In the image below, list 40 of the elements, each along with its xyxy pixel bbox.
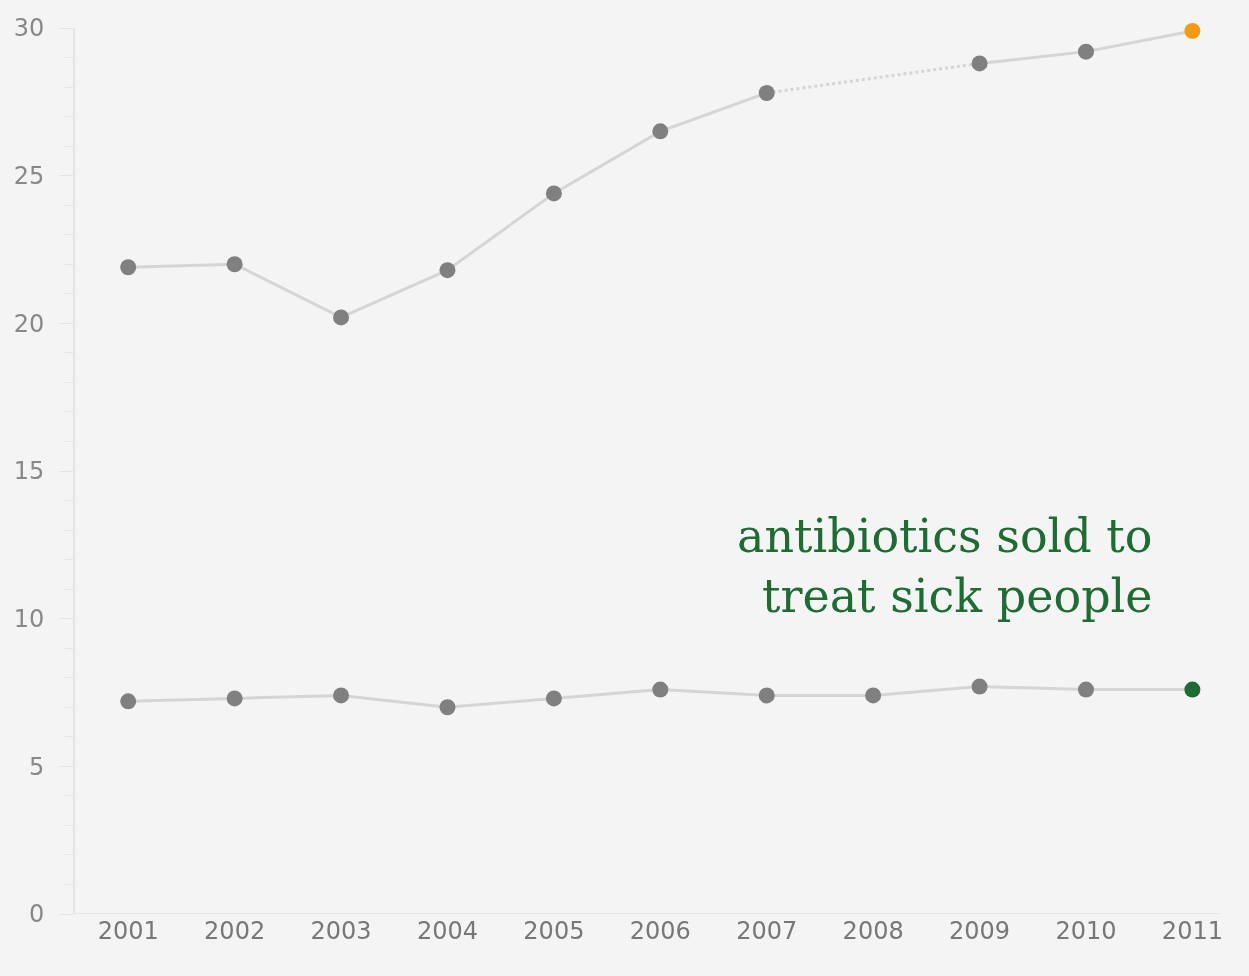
point [226, 256, 243, 273]
point [333, 687, 350, 704]
point [758, 84, 775, 101]
y-tick-label: 30 [13, 14, 45, 43]
x-tick-label: 2006 [629, 917, 691, 945]
point [971, 678, 988, 695]
point [1077, 681, 1094, 698]
point [652, 123, 669, 140]
point [439, 699, 456, 716]
y-tick-label: 0 [28, 900, 45, 929]
point [226, 690, 243, 707]
point [120, 693, 137, 710]
y-tick-label: 5 [28, 752, 45, 781]
y-tick-label: 10 [13, 605, 45, 634]
y-tick-label: 25 [13, 162, 45, 191]
point [865, 687, 882, 704]
point [758, 687, 775, 704]
point [652, 681, 669, 698]
x-tick-label: 2001 [97, 917, 159, 945]
point [1077, 43, 1094, 60]
point [120, 259, 137, 276]
x-tick-label: 2004 [416, 917, 479, 945]
x-tick-label: 2002 [204, 917, 266, 945]
y-tick-label: 15 [13, 457, 45, 486]
x-tick-label: 2007 [736, 917, 798, 945]
x-tick-label: 2009 [949, 917, 1011, 945]
point [333, 309, 350, 326]
point [545, 690, 562, 707]
series-label: antibiotics sold to treat sick people [737, 509, 1153, 623]
y-tick-label: 20 [13, 309, 45, 338]
x-tick-label: 2008 [842, 917, 904, 945]
x-tick-label: 2003 [310, 917, 372, 945]
x-tick-label: 2005 [523, 917, 585, 945]
point [971, 55, 988, 72]
point [545, 185, 562, 202]
point [1184, 22, 1201, 39]
x-tick-label: 2011 [1161, 917, 1223, 945]
point [1184, 681, 1201, 698]
point [439, 262, 456, 279]
x-tick-label: 2010 [1055, 917, 1117, 945]
